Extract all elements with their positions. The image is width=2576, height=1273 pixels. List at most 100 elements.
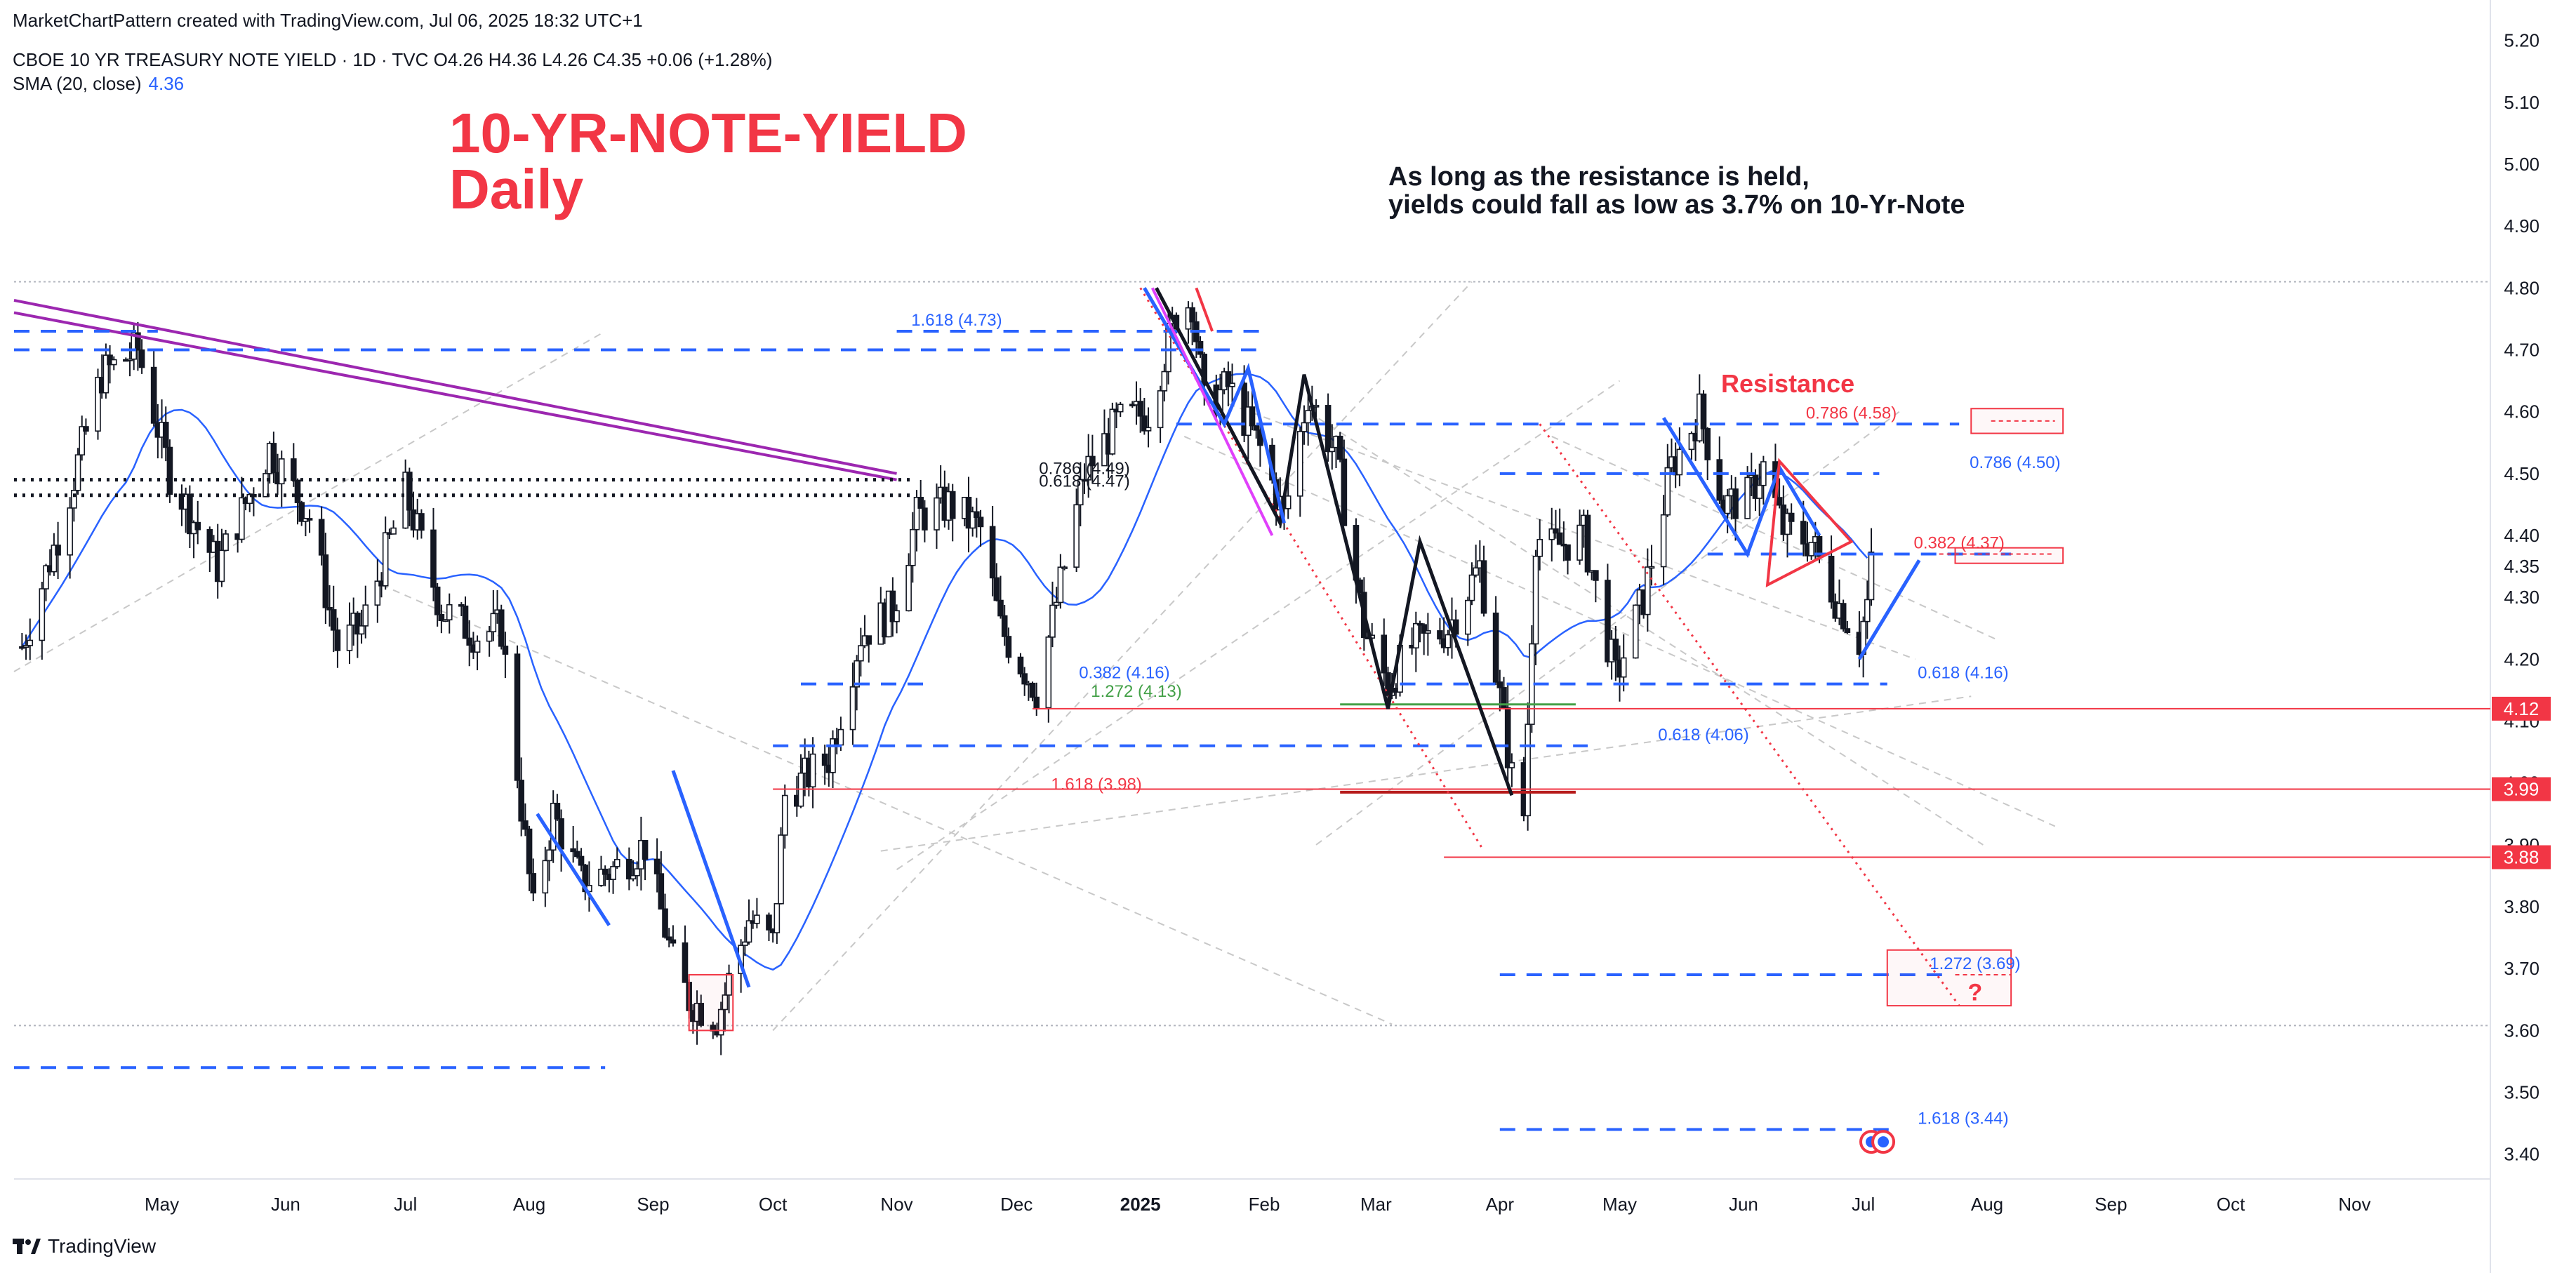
candle-body: [554, 802, 561, 820]
candle-body: [653, 858, 660, 874]
x-tick-label: Mar: [1360, 1194, 1392, 1215]
candle-body: [1189, 307, 1195, 323]
candle-body: [126, 358, 133, 361]
trend-channel-line: [896, 380, 1621, 870]
red-wedge-triangle: [1765, 458, 1854, 588]
candle-body: [406, 472, 413, 511]
candle-body: [1413, 622, 1419, 649]
candle-body: [917, 497, 924, 509]
candle-body: [766, 914, 772, 931]
tradingview-logo[interactable]: TradingView: [13, 1235, 156, 1258]
candle-body: [1648, 566, 1655, 569]
candle-body: [858, 645, 864, 662]
candle-body: [223, 533, 229, 552]
y-tick-label: 4.35: [2504, 556, 2540, 577]
x-tick-label: Apr: [1486, 1194, 1515, 1215]
candle-body: [1336, 435, 1343, 460]
candle-body: [1017, 656, 1024, 674]
trend-channel-line: [381, 584, 1393, 1025]
support-price-tag-label: 4.12: [2504, 698, 2540, 719]
candle-body: [1744, 476, 1751, 519]
candle-body: [582, 865, 589, 893]
candle-body: [1553, 528, 1559, 534]
red-short-line: [1195, 287, 1214, 332]
y-tick-label: 4.40: [2504, 525, 2540, 546]
fib-annotation: 0.382 (4.37): [1913, 533, 2004, 552]
candle-body: [1864, 599, 1871, 622]
x-tick-label: Nov: [2338, 1194, 2370, 1215]
candle-body: [1341, 458, 1348, 526]
candle-body: [778, 834, 784, 905]
x-tick-label: May: [1602, 1194, 1637, 1215]
candle-body: [1508, 762, 1515, 768]
candle-body: [218, 549, 225, 582]
candle-body: [1033, 696, 1040, 709]
candle-body: [1109, 408, 1116, 455]
candle-body: [1329, 446, 1336, 453]
note-line-1: As long as the resistance is held,: [1388, 162, 1810, 192]
candle-body: [22, 645, 29, 648]
candle-body: [1620, 657, 1627, 678]
candle-body: [434, 586, 441, 615]
candle-body: [949, 491, 956, 519]
candle-body: [1077, 479, 1084, 506]
candle-body: [1716, 459, 1723, 501]
candle-body: [298, 502, 305, 522]
y-tick-label: 4.60: [2504, 401, 2540, 422]
candle-body: [1556, 532, 1563, 545]
candle-body: [1776, 497, 1783, 506]
candles-group: [19, 301, 1875, 1055]
candle-body: [374, 580, 381, 606]
candle-body: [626, 858, 632, 880]
x-tick-label: 2025: [1120, 1194, 1161, 1215]
candle-body: [187, 493, 193, 535]
candle-body: [1612, 639, 1619, 661]
candle-body: [598, 868, 604, 886]
candle-body: [1445, 634, 1452, 648]
candle-body: [306, 518, 313, 521]
candle-body: [550, 802, 557, 851]
candle-body: [1437, 630, 1443, 640]
candle-body: [1045, 636, 1052, 709]
candle-body: [318, 519, 325, 556]
candle-body: [79, 426, 86, 455]
y-tick-label: 3.40: [2504, 1144, 2540, 1165]
symbol-legend[interactable]: CBOE 10 YR TREASURY NOTE YIELD · 1D · TV…: [13, 49, 773, 70]
fib-annotation: 0.786 (4.50): [1970, 453, 2060, 472]
candle-body: [1301, 422, 1308, 432]
sma-line: [21, 373, 1868, 971]
fib-box-0382: [1954, 547, 2064, 564]
candle-body: [854, 660, 860, 688]
y-tick-label: 3.50: [2504, 1082, 2540, 1103]
x-tick-label: Jul: [394, 1194, 417, 1215]
candle-body: [239, 497, 245, 540]
sma-legend[interactable]: SMA (20, close) 4.36: [13, 73, 184, 95]
candle-body: [430, 529, 437, 588]
candle-body: [1704, 428, 1711, 460]
candle-body: [390, 527, 397, 535]
fib-annotation: 1.618 (4.73): [911, 311, 1002, 330]
candle-body: [330, 609, 337, 631]
x-tick-label: May: [145, 1194, 179, 1215]
candle-body: [95, 376, 101, 432]
candle-body: [354, 613, 361, 635]
candle-body: [889, 590, 896, 622]
us-flag-event-icon-core: [1878, 1136, 1890, 1148]
candle-body: [346, 624, 353, 651]
support-price-tag: [2492, 777, 2551, 801]
candle-body: [1664, 467, 1671, 516]
candle-body: [102, 354, 109, 394]
candle-body: [1137, 401, 1143, 417]
candle-body: [466, 637, 472, 646]
candle-body: [1253, 425, 1259, 431]
candle-body: [1385, 672, 1391, 696]
candle-body: [1053, 601, 1060, 606]
y-tick-label: 3.80: [2504, 896, 2540, 917]
candle-body: [742, 941, 748, 946]
candle-body: [830, 738, 836, 773]
x-tick-label: Feb: [1249, 1194, 1280, 1215]
title-line-2: Daily: [449, 158, 584, 220]
candle-body: [526, 828, 533, 874]
fib-annotation: 1.618 (3.98): [1051, 775, 1141, 794]
